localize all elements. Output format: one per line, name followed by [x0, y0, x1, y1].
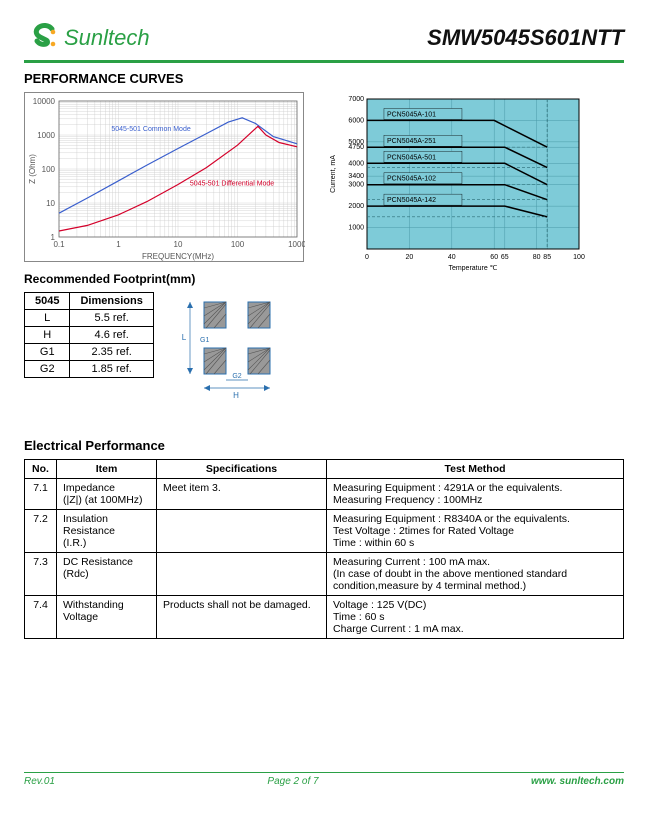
footer-page: Page 2 of 7 — [267, 776, 318, 787]
svg-text:40: 40 — [448, 254, 456, 261]
fp-key: H — [25, 327, 70, 344]
svg-text:60: 60 — [490, 254, 498, 261]
footprint-title: Recommended Footprint(mm) — [24, 272, 624, 286]
fp-key: G2 — [25, 361, 70, 378]
svg-text:1: 1 — [51, 233, 56, 242]
fp-key: G1 — [25, 344, 70, 361]
fp-val: 1.85 ref. — [70, 361, 153, 378]
svg-text:FREQUENCY(MHz): FREQUENCY(MHz) — [142, 252, 214, 261]
electrical-title: Electrical Performance — [24, 438, 624, 453]
elec-cell: Withstanding Voltage — [57, 596, 157, 639]
fp-val: 4.6 ref. — [70, 327, 153, 344]
elec-cell: Impedance (|Z|) (at 100MHz) — [57, 479, 157, 510]
svg-text:1: 1 — [116, 240, 121, 249]
svg-text:5045-501 Differential Mode: 5045-501 Differential Mode — [190, 180, 274, 187]
elec-cell: Products shall not be damaged. — [157, 596, 327, 639]
svg-text:20: 20 — [406, 254, 414, 261]
svg-text:Temperature ℃: Temperature ℃ — [448, 265, 497, 272]
electrical-table: No.ItemSpecificationsTest Method 7.1Impe… — [24, 459, 624, 639]
elec-cell: Voltage : 125 V(DC) Time : 60 s Charge C… — [327, 596, 624, 639]
header-rule — [24, 60, 624, 63]
svg-text:100: 100 — [231, 240, 245, 249]
svg-text:PCN5045A-102: PCN5045A-102 — [387, 176, 436, 183]
svg-text:G2: G2 — [232, 373, 241, 380]
footprint-diagram: L G1 H G2 — [170, 292, 310, 402]
footer-rule — [24, 772, 624, 774]
elec-cell: Measuring Equipment : R8340A or the equi… — [327, 510, 624, 553]
svg-text:1000: 1000 — [348, 225, 364, 232]
elec-cell — [157, 510, 327, 553]
svg-text:7000: 7000 — [348, 96, 364, 103]
fp-val: 2.35 ref. — [70, 344, 153, 361]
svg-text:0: 0 — [365, 254, 369, 261]
svg-text:4000: 4000 — [348, 160, 364, 167]
derating-chart: 0204060801006585100020003000340040004750… — [324, 92, 584, 272]
svg-text:0.1: 0.1 — [53, 240, 65, 249]
fp-val: 5.5 ref. — [70, 310, 153, 327]
svg-text:L: L — [182, 333, 187, 342]
elec-cell: 7.2 — [25, 510, 57, 553]
brand-name: Sunltech — [64, 25, 150, 51]
svg-text:PCN5045A-501: PCN5045A-501 — [387, 154, 436, 161]
elec-cell: Meet item 3. — [157, 479, 327, 510]
section-performance-title: PERFORMANCE CURVES — [24, 71, 624, 86]
elec-header: Item — [57, 460, 157, 479]
elec-cell: Measuring Current : 100 mA max. (In case… — [327, 553, 624, 596]
svg-text:10000: 10000 — [33, 97, 56, 106]
elec-cell: 7.4 — [25, 596, 57, 639]
elec-cell: 7.3 — [25, 553, 57, 596]
svg-text:Current, mA: Current, mA — [330, 155, 337, 193]
svg-text:2000: 2000 — [348, 203, 364, 210]
svg-text:H: H — [233, 391, 239, 400]
fp-key: L — [25, 310, 70, 327]
svg-text:PCN5045A-251: PCN5045A-251 — [387, 138, 436, 145]
svg-text:5045-501 Common Mode: 5045-501 Common Mode — [111, 126, 190, 133]
svg-text:10: 10 — [174, 240, 183, 249]
elec-header: Specifications — [157, 460, 327, 479]
elec-cell: Measuring Equipment : 4291A or the equiv… — [327, 479, 624, 510]
part-number: SMW5045S601NTT — [427, 25, 624, 51]
svg-text:G1: G1 — [200, 337, 209, 344]
elec-header: No. — [25, 460, 57, 479]
svg-text:Z (Ohm): Z (Ohm) — [28, 154, 37, 184]
svg-text:1000: 1000 — [288, 240, 305, 249]
fp-header-right: Dimensions — [70, 293, 153, 310]
svg-text:85: 85 — [543, 254, 551, 261]
elec-header: Test Method — [327, 460, 624, 479]
svg-text:PCN5045A-142: PCN5045A-142 — [387, 197, 436, 204]
logo-icon — [24, 20, 60, 56]
elec-cell: Insulation Resistance (I.R.) — [57, 510, 157, 553]
footprint-table: 5045 Dimensions L5.5 ref.H4.6 ref.G12.35… — [24, 292, 154, 378]
svg-text:3000: 3000 — [348, 182, 364, 189]
fp-header-left: 5045 — [25, 293, 70, 310]
elec-cell: DC Resistance (Rdc) — [57, 553, 157, 596]
svg-text:1000: 1000 — [37, 131, 55, 140]
impedance-chart: 0.11101001000110100100010000FREQUENCY(MH… — [24, 92, 304, 262]
svg-text:6000: 6000 — [348, 117, 364, 124]
elec-cell — [157, 553, 327, 596]
svg-text:80: 80 — [533, 254, 541, 261]
svg-text:65: 65 — [501, 254, 509, 261]
svg-text:100: 100 — [42, 165, 56, 174]
svg-text:10: 10 — [46, 199, 55, 208]
footer-site: www. sunltech.com — [531, 776, 624, 787]
logo: Sunltech — [24, 20, 150, 56]
svg-text:3400: 3400 — [348, 173, 364, 180]
svg-text:5000: 5000 — [348, 139, 364, 146]
elec-cell: 7.1 — [25, 479, 57, 510]
svg-text:PCN5045A-101: PCN5045A-101 — [387, 111, 436, 118]
svg-text:100: 100 — [573, 254, 585, 261]
footer-rev: Rev.01 — [24, 776, 55, 787]
